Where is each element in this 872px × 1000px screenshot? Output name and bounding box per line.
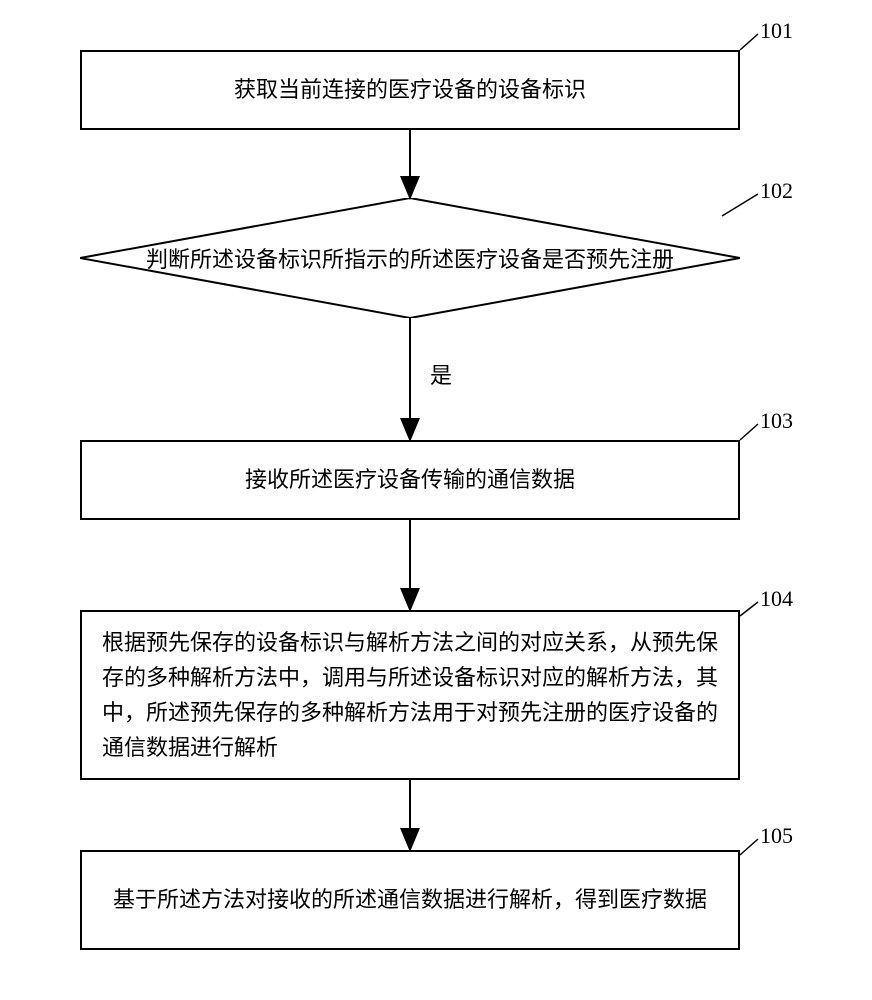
step-101-text: 获取当前连接的医疗设备的设备标识 <box>234 72 586 107</box>
step-103-box: 接收所述医疗设备传输的通信数据 <box>80 440 740 520</box>
step-102-text: 判断所述设备标识所指示的所述医疗设备是否预先注册 <box>146 242 674 274</box>
edge-yes-label: 是 <box>430 358 452 390</box>
flowchart-canvas: 获取当前连接的医疗设备的设备标识 101 判断所述设备标识所指示的所述医疗设备是… <box>0 0 872 1000</box>
step-101-box: 获取当前连接的医疗设备的设备标识 <box>80 50 740 130</box>
step-105-label: 105 <box>760 823 793 849</box>
step-103-text: 接收所述医疗设备传输的通信数据 <box>245 462 575 497</box>
step-104-box: 根据预先保存的设备标识与解析方法之间的对应关系，从预先保存的多种解析方法中，调用… <box>80 610 740 780</box>
step-101-label: 101 <box>760 18 793 44</box>
step-102-diamond: 判断所述设备标识所指示的所述医疗设备是否预先注册 <box>80 198 740 318</box>
step-105-text: 基于所述方法对接收的所述通信数据进行解析，得到医疗数据 <box>113 882 707 917</box>
step-104-text: 根据预先保存的设备标识与解析方法之间的对应关系，从预先保存的多种解析方法中，调用… <box>102 625 718 766</box>
step-105-box: 基于所述方法对接收的所述通信数据进行解析，得到医疗数据 <box>80 850 740 950</box>
step-102-label: 102 <box>760 178 793 204</box>
step-104-label: 104 <box>760 586 793 612</box>
step-103-label: 103 <box>760 408 793 434</box>
